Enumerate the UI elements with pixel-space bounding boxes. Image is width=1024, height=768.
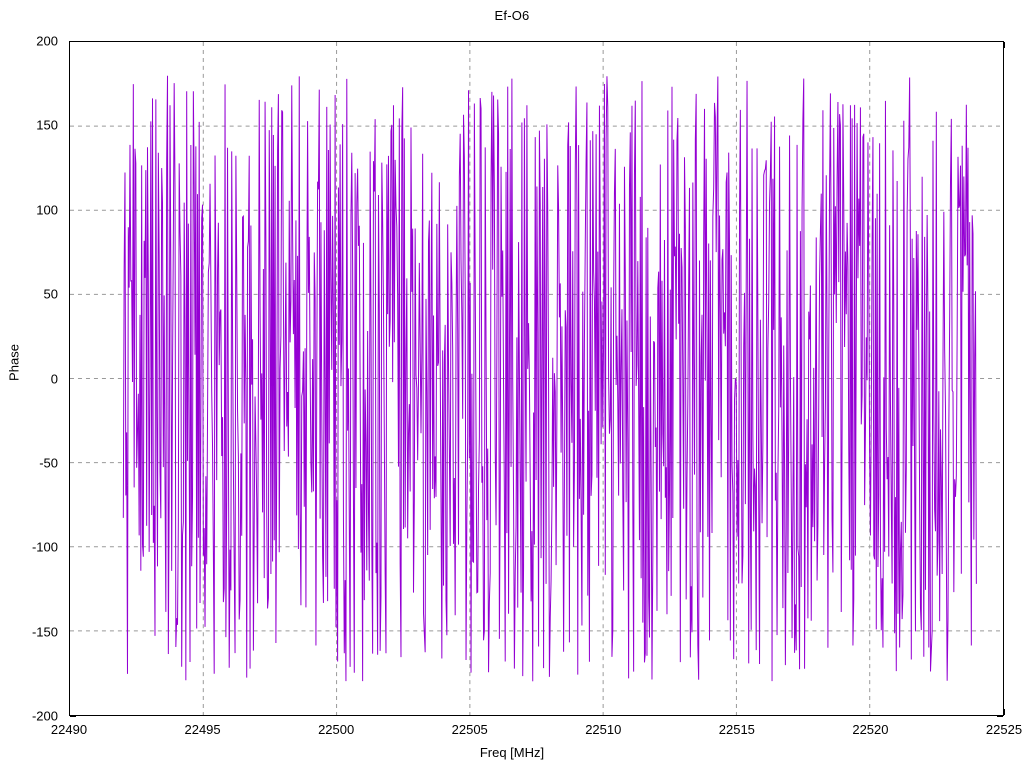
chart-title: Ef-O6 xyxy=(494,8,530,23)
y-tick-label: -100 xyxy=(31,539,58,555)
y-tick-label: 50 xyxy=(43,286,58,302)
x-tick-label: 22520 xyxy=(852,722,889,737)
x-tick-label: 22515 xyxy=(718,722,755,737)
phase-data-series xyxy=(122,75,977,682)
y-tick-label: 200 xyxy=(36,33,58,49)
x-tick-label: 22510 xyxy=(585,722,622,737)
x-tick-mark xyxy=(1004,709,1005,715)
y-tick-mark xyxy=(70,716,76,717)
x-tick-label: 22495 xyxy=(184,722,221,737)
y-tick-label: -50 xyxy=(39,455,58,471)
x-tick-label: 22490 xyxy=(50,722,88,737)
y-tick-label: 0 xyxy=(50,371,58,386)
y-tick-mark xyxy=(997,716,1003,717)
x-tick-label: 22525 xyxy=(985,722,1023,737)
x-tick-mark xyxy=(1004,42,1005,48)
y-tick-label: -150 xyxy=(31,624,58,640)
x-axis-label: Freq [MHz] xyxy=(479,745,545,760)
y-tick-label: -200 xyxy=(31,708,58,724)
x-tick-label: 22500 xyxy=(318,722,355,737)
x-tick-label: 22505 xyxy=(451,722,488,737)
plot-area[interactable] xyxy=(69,41,1004,716)
y-tick-label: 150 xyxy=(36,117,58,133)
y-tick-label: 100 xyxy=(36,202,58,218)
